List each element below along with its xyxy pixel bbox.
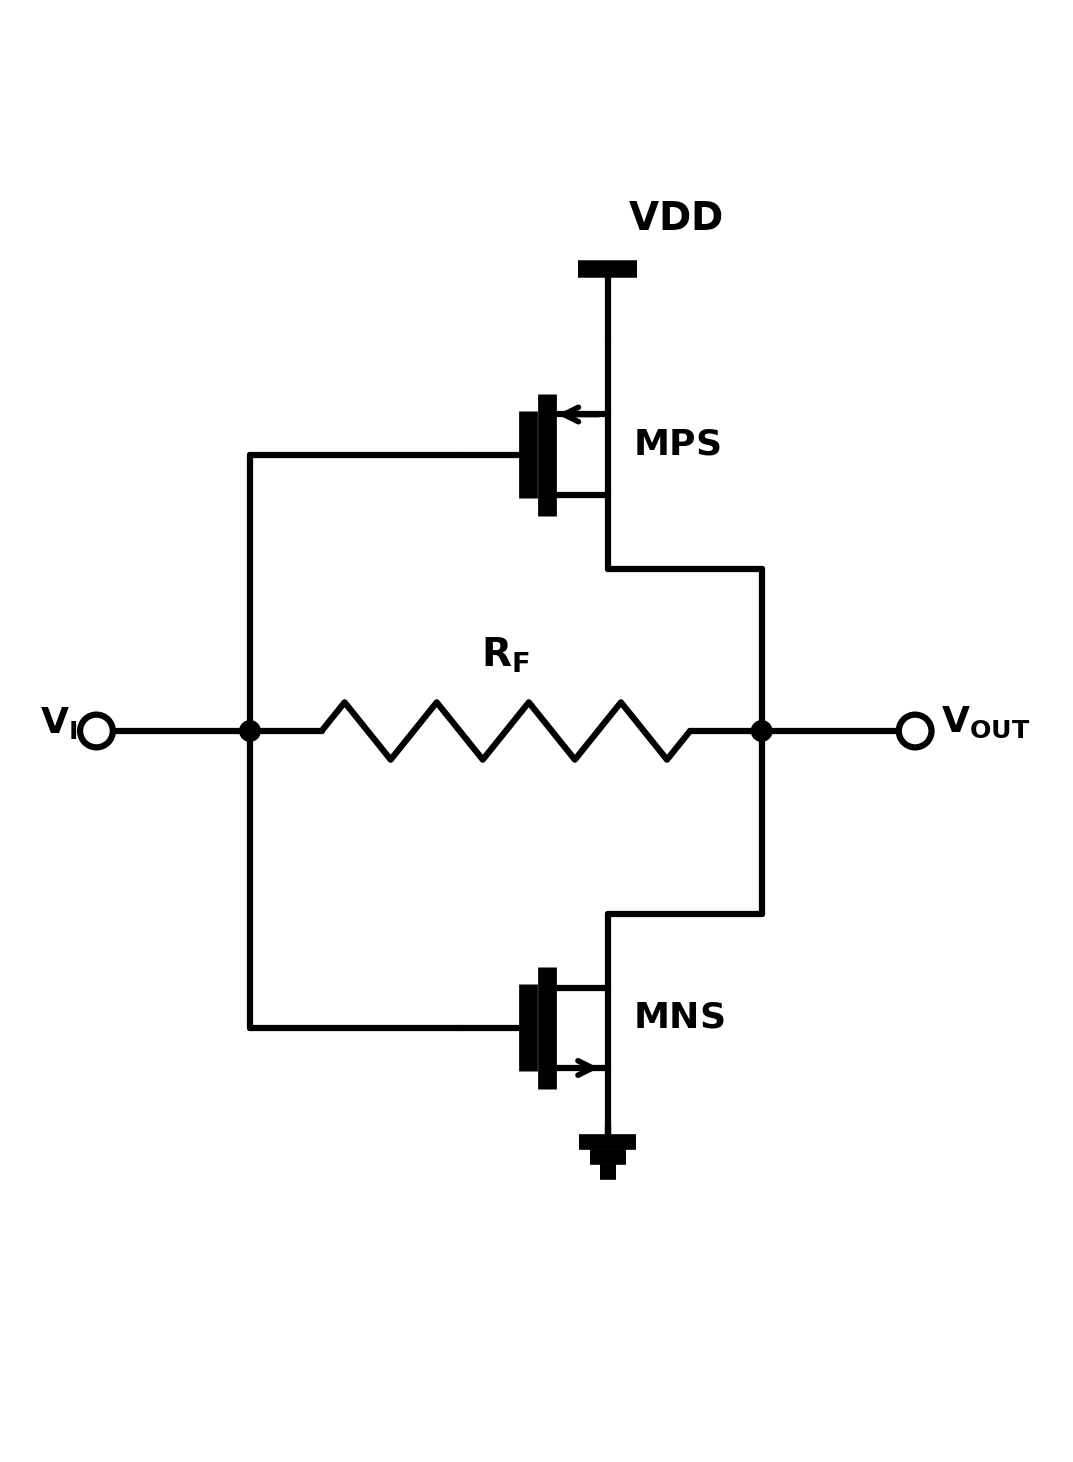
Circle shape [751, 721, 771, 741]
Circle shape [80, 715, 113, 747]
Text: $\mathbf{V_{IN}}$: $\mathbf{V_{IN}}$ [40, 705, 99, 741]
Text: $\mathbf{VDD}$: $\mathbf{VDD}$ [628, 200, 723, 238]
Circle shape [899, 715, 931, 747]
Text: $\mathbf{R_F}$: $\mathbf{R_F}$ [482, 636, 530, 675]
Circle shape [239, 721, 260, 741]
Text: $\mathbf{V_{OUT}}$: $\mathbf{V_{OUT}}$ [941, 705, 1030, 740]
Text: $\mathbf{MPS}$: $\mathbf{MPS}$ [633, 427, 721, 462]
Text: $\mathbf{MNS}$: $\mathbf{MNS}$ [633, 1000, 725, 1035]
